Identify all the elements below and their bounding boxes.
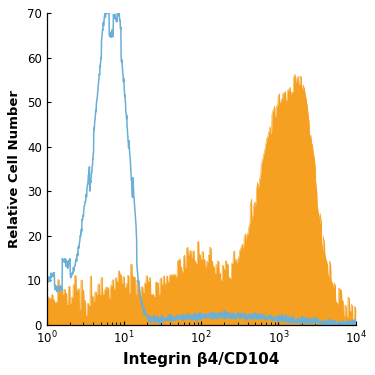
X-axis label: Integrin β4/CD104: Integrin β4/CD104 xyxy=(123,352,279,367)
Y-axis label: Relative Cell Number: Relative Cell Number xyxy=(8,90,21,248)
